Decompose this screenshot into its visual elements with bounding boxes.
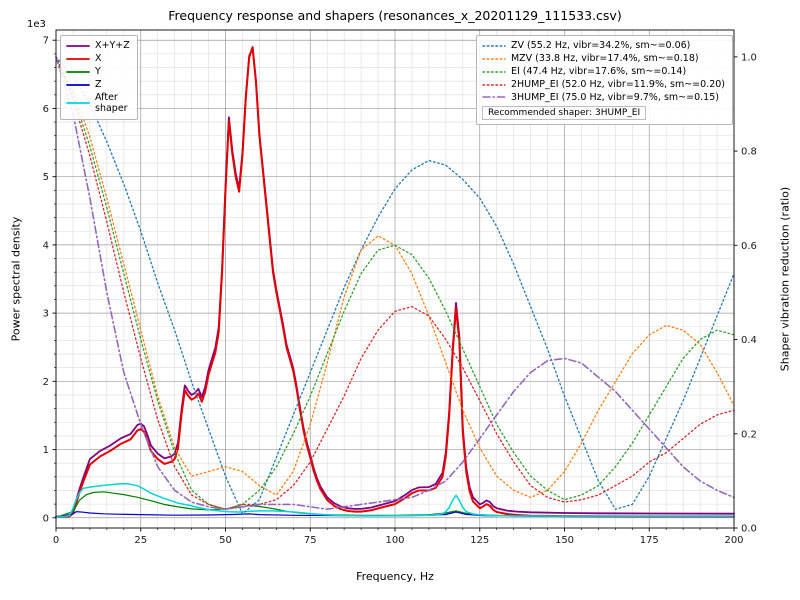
legend-item-label: X+Y+Z (95, 40, 130, 51)
svg-text:0.2: 0.2 (741, 429, 757, 440)
svg-text:0.8: 0.8 (741, 147, 757, 158)
legend-item-sum: X+Y+Z (66, 40, 130, 52)
series-2hump-ei-line (55, 56, 735, 510)
legend-psd: X+Y+Z X Y Z After shaper (60, 35, 138, 121)
legend-item-label: 3HUMP_EI (75.0 Hz, vibr=9.7%, sm~=0.15) (510, 91, 719, 103)
legend-item-label: MZV (33.8 Hz, vibr=17.4%, sm~=0.18) (510, 52, 699, 64)
legend-item-x: X (66, 53, 130, 65)
legend-item-3hump-ei: 3HUMP_EI (75.0 Hz, vibr=9.7%, sm~=0.15) (482, 92, 725, 104)
svg-text:1.0: 1.0 (741, 52, 757, 63)
svg-text:4: 4 (43, 240, 49, 251)
legend-line-sample (66, 45, 90, 47)
svg-text:2: 2 (43, 377, 49, 388)
svg-text:75: 75 (304, 535, 317, 546)
svg-text:150: 150 (555, 535, 574, 546)
series-3hump-ei-line (55, 56, 735, 511)
svg-text:200: 200 (724, 535, 743, 546)
svg-text:3: 3 (43, 309, 49, 320)
legend-item-label: Y (95, 65, 101, 77)
x-axis-label: Frequency, Hz (356, 570, 434, 583)
svg-text:1: 1 (43, 445, 49, 456)
svg-text:100: 100 (385, 535, 404, 546)
legend-line-sample (66, 102, 90, 105)
legend-item-zv: ZV (55.2 Hz, vibr=34.2%, sm~=0.06) (482, 40, 725, 52)
y-axis-multiplier: 1e3 (27, 19, 46, 30)
legend-item-label: EI (47.4 Hz, vibr=17.6%, sm~=0.14) (510, 65, 687, 77)
series-z-line (55, 511, 735, 519)
chart-title: Frequency response and shapers (resonanc… (168, 8, 622, 23)
legend-item-y: Y (66, 66, 130, 78)
svg-text:125: 125 (470, 535, 489, 546)
series-ei-line (55, 56, 735, 510)
legend-item-label: After shaper (95, 91, 128, 115)
svg-text:25: 25 (134, 535, 147, 546)
legend-item-label: Z (95, 78, 102, 90)
series-y-line (55, 491, 735, 519)
legend-line-sample (482, 70, 506, 73)
svg-text:0.6: 0.6 (741, 241, 757, 252)
svg-text:5: 5 (43, 172, 49, 183)
legend-item-label: ZV (55.2 Hz, vibr=34.2%, sm~=0.06) (510, 40, 691, 51)
legend-item-mzv: MZV (33.8 Hz, vibr=17.4%, sm~=0.18) (482, 53, 725, 65)
legend-line-sample (482, 83, 506, 86)
legend-item-label: X (95, 52, 102, 64)
legend-line-sample (66, 70, 90, 73)
svg-text:0.4: 0.4 (741, 335, 757, 346)
legend-item-z: Z (66, 79, 130, 91)
legend-item-ei: EI (47.4 Hz, vibr=17.6%, sm~=0.14) (482, 66, 725, 78)
series-zv-line (55, 56, 735, 515)
svg-text:175: 175 (640, 535, 659, 546)
series-after-shaper-line (55, 482, 735, 519)
legend-line-sample (66, 57, 90, 60)
series-x-line (55, 46, 735, 519)
svg-text:0: 0 (43, 513, 49, 524)
legend-recommended-shaper-note: Recommended shaper: 3HUMP_EI (481, 106, 647, 121)
svg-text:50: 50 (219, 535, 232, 546)
legend-item-label: 2HUMP_EI (52.0 Hz, vibr=11.9%, sm~=0.20) (510, 78, 725, 90)
legend-item-2hump-ei: 2HUMP_EI (52.0 Hz, vibr=11.9%, sm~=0.20) (482, 79, 725, 91)
svg-text:0.0: 0.0 (741, 524, 757, 535)
svg-text:7: 7 (43, 36, 49, 47)
svg-text:0: 0 (53, 535, 59, 546)
legend-line-sample (482, 58, 506, 60)
legend-shapers: ZV (55.2 Hz, vibr=34.2%, sm~=0.06) MZV (3… (475, 35, 733, 126)
legend-line-sample (482, 45, 506, 47)
legend-item-after-shaper: After shaper (66, 92, 130, 116)
svg-text:6: 6 (43, 104, 49, 115)
legend-line-sample (482, 96, 506, 99)
legend-line-sample (66, 83, 90, 86)
